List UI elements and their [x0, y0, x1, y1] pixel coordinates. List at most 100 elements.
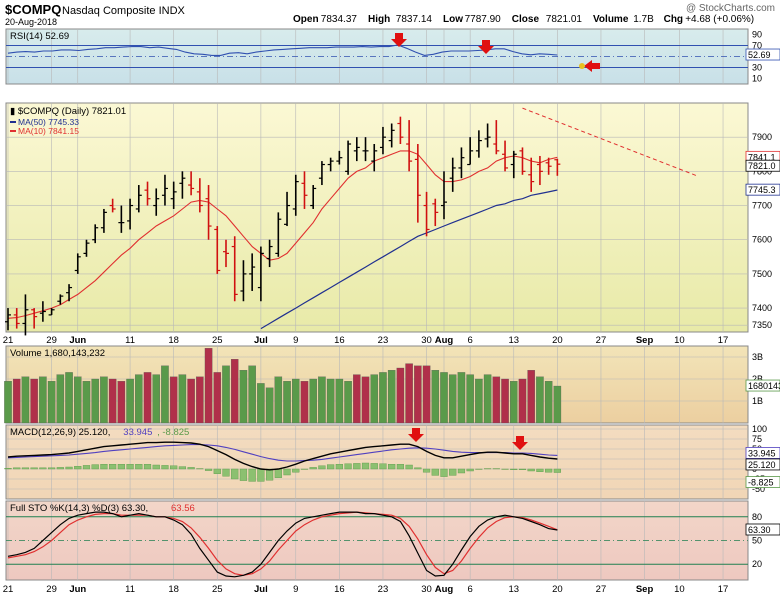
macd-histogram-bar: [213, 468, 221, 475]
ohlc-bar: [92, 224, 99, 244]
ohlc-bar: [432, 198, 439, 227]
y-tick-label: 7400: [752, 303, 772, 313]
ohlc-bar: [388, 123, 395, 148]
x-axis-label: 6: [468, 584, 473, 595]
x-axis-label: 23: [378, 584, 389, 595]
volume-bar: [518, 378, 527, 424]
ohlc-bar: [545, 157, 552, 175]
macd-histogram-bar: [518, 468, 527, 471]
ohlc-bar: [249, 253, 256, 291]
volume-bar: [457, 372, 466, 424]
macd-histogram-bar: [126, 464, 134, 470]
ohlc-bar: [118, 205, 125, 233]
quote-chg-label: Chg: [664, 14, 683, 25]
quote-high-label: High: [368, 14, 390, 25]
macd-histogram-bar: [344, 463, 352, 470]
x-axis-label: 16: [334, 335, 345, 346]
macd-histogram-bar: [178, 466, 187, 470]
macd-histogram-bar: [318, 465, 326, 470]
quote-volume-value: 1.7B: [633, 14, 654, 25]
ohlc-bar: [257, 246, 264, 302]
ohlc-bar: [353, 137, 360, 162]
y-tick-label: 7500: [752, 269, 772, 279]
x-axis-label: 20: [552, 335, 563, 346]
x-axis-label: Sep: [636, 584, 654, 595]
volume-bar: [405, 363, 413, 424]
volume-bar: [414, 365, 422, 424]
macd-histogram-bar: [21, 467, 30, 470]
volume-bar: [396, 367, 405, 424]
ohlc-bar: [275, 212, 282, 257]
volume-bar: [492, 376, 501, 424]
x-axis-label: 17: [718, 584, 729, 595]
macd-signal-last-value-box: [745, 447, 780, 459]
macd-histogram-bar: [274, 468, 282, 479]
macd-histogram-bar: [379, 463, 387, 470]
volume-bar: [117, 381, 126, 424]
ohlc-bar: [13, 308, 20, 329]
volume-bar: [379, 372, 387, 424]
ohlc-bar: [100, 208, 107, 233]
volume-bar: [370, 374, 378, 424]
quote-chg-value: +4.68 (+0.06%): [685, 14, 754, 25]
x-axis-label: 9: [293, 584, 298, 595]
ohlc-bar: [423, 191, 430, 237]
volume-bar: [353, 374, 361, 424]
x-axis-label: 23: [378, 335, 389, 346]
ohlc-bar: [554, 158, 561, 176]
y-tick-label: 1B: [752, 396, 763, 406]
rsi-last-value: 52.69: [748, 50, 771, 60]
left-arrow-icon: [584, 60, 600, 72]
ohlc-bar: [266, 239, 273, 268]
x-axis-label: Aug: [435, 335, 454, 346]
x-axis-label: 16: [334, 584, 345, 595]
ohlc-bar: [205, 185, 212, 240]
y-tick-label: 20: [752, 559, 762, 569]
volume-bar: [169, 376, 178, 424]
rsi-panel-background: [5, 28, 749, 85]
volume-bar: [239, 370, 248, 424]
x-axis-label: 25: [212, 584, 223, 595]
volume-bar: [553, 385, 562, 424]
volume-bar: [100, 376, 108, 424]
ohlc-bar: [161, 174, 168, 206]
volume-bar: [335, 378, 344, 424]
volume-bar: [65, 372, 73, 424]
x-axis-label: Jul: [254, 335, 268, 346]
volume-bar: [47, 381, 56, 424]
x-axis-label: 10: [674, 584, 685, 595]
x-axis-label: 13: [508, 335, 519, 346]
volume-bar: [213, 372, 222, 424]
macd-histogram-bar: [335, 464, 343, 470]
ohlc-bar: [362, 137, 369, 162]
rsi-last-value-box: [745, 48, 780, 61]
x-axis-label: 9: [293, 335, 298, 346]
volume-bar: [361, 376, 370, 424]
macd-histogram-bar: [257, 468, 265, 482]
volume-bar: [204, 348, 213, 424]
ohlc-bar: [48, 308, 55, 316]
macd-histogram-bar: [536, 468, 544, 472]
volume-bar: [56, 374, 65, 424]
macd-histogram-bar: [422, 468, 431, 473]
volume-bar: [466, 374, 474, 424]
x-axis-label: Sep: [636, 335, 654, 346]
panel-title-part: RSI(14) 52.69: [10, 31, 69, 42]
macd-histogram-bar: [48, 467, 56, 470]
volume-bar: [422, 365, 431, 424]
ohlc-bar: [371, 144, 378, 172]
volume-bar: [161, 365, 169, 424]
macd-histogram-bar: [4, 468, 12, 470]
volume-bar: [152, 374, 160, 424]
ohlc-bar: [22, 294, 29, 336]
macd-histogram-bar: [440, 468, 448, 477]
ohlc-bar: [484, 123, 491, 148]
macd-histogram-bar: [396, 464, 405, 470]
x-axis-label: 25: [212, 335, 223, 346]
ohlc-bar: [510, 150, 517, 179]
y-tick-label: 90: [752, 30, 762, 40]
panel-title-part: , -8.825: [157, 427, 189, 438]
ohlc-bar: [528, 157, 535, 192]
macd-histogram-bar: [449, 468, 457, 476]
